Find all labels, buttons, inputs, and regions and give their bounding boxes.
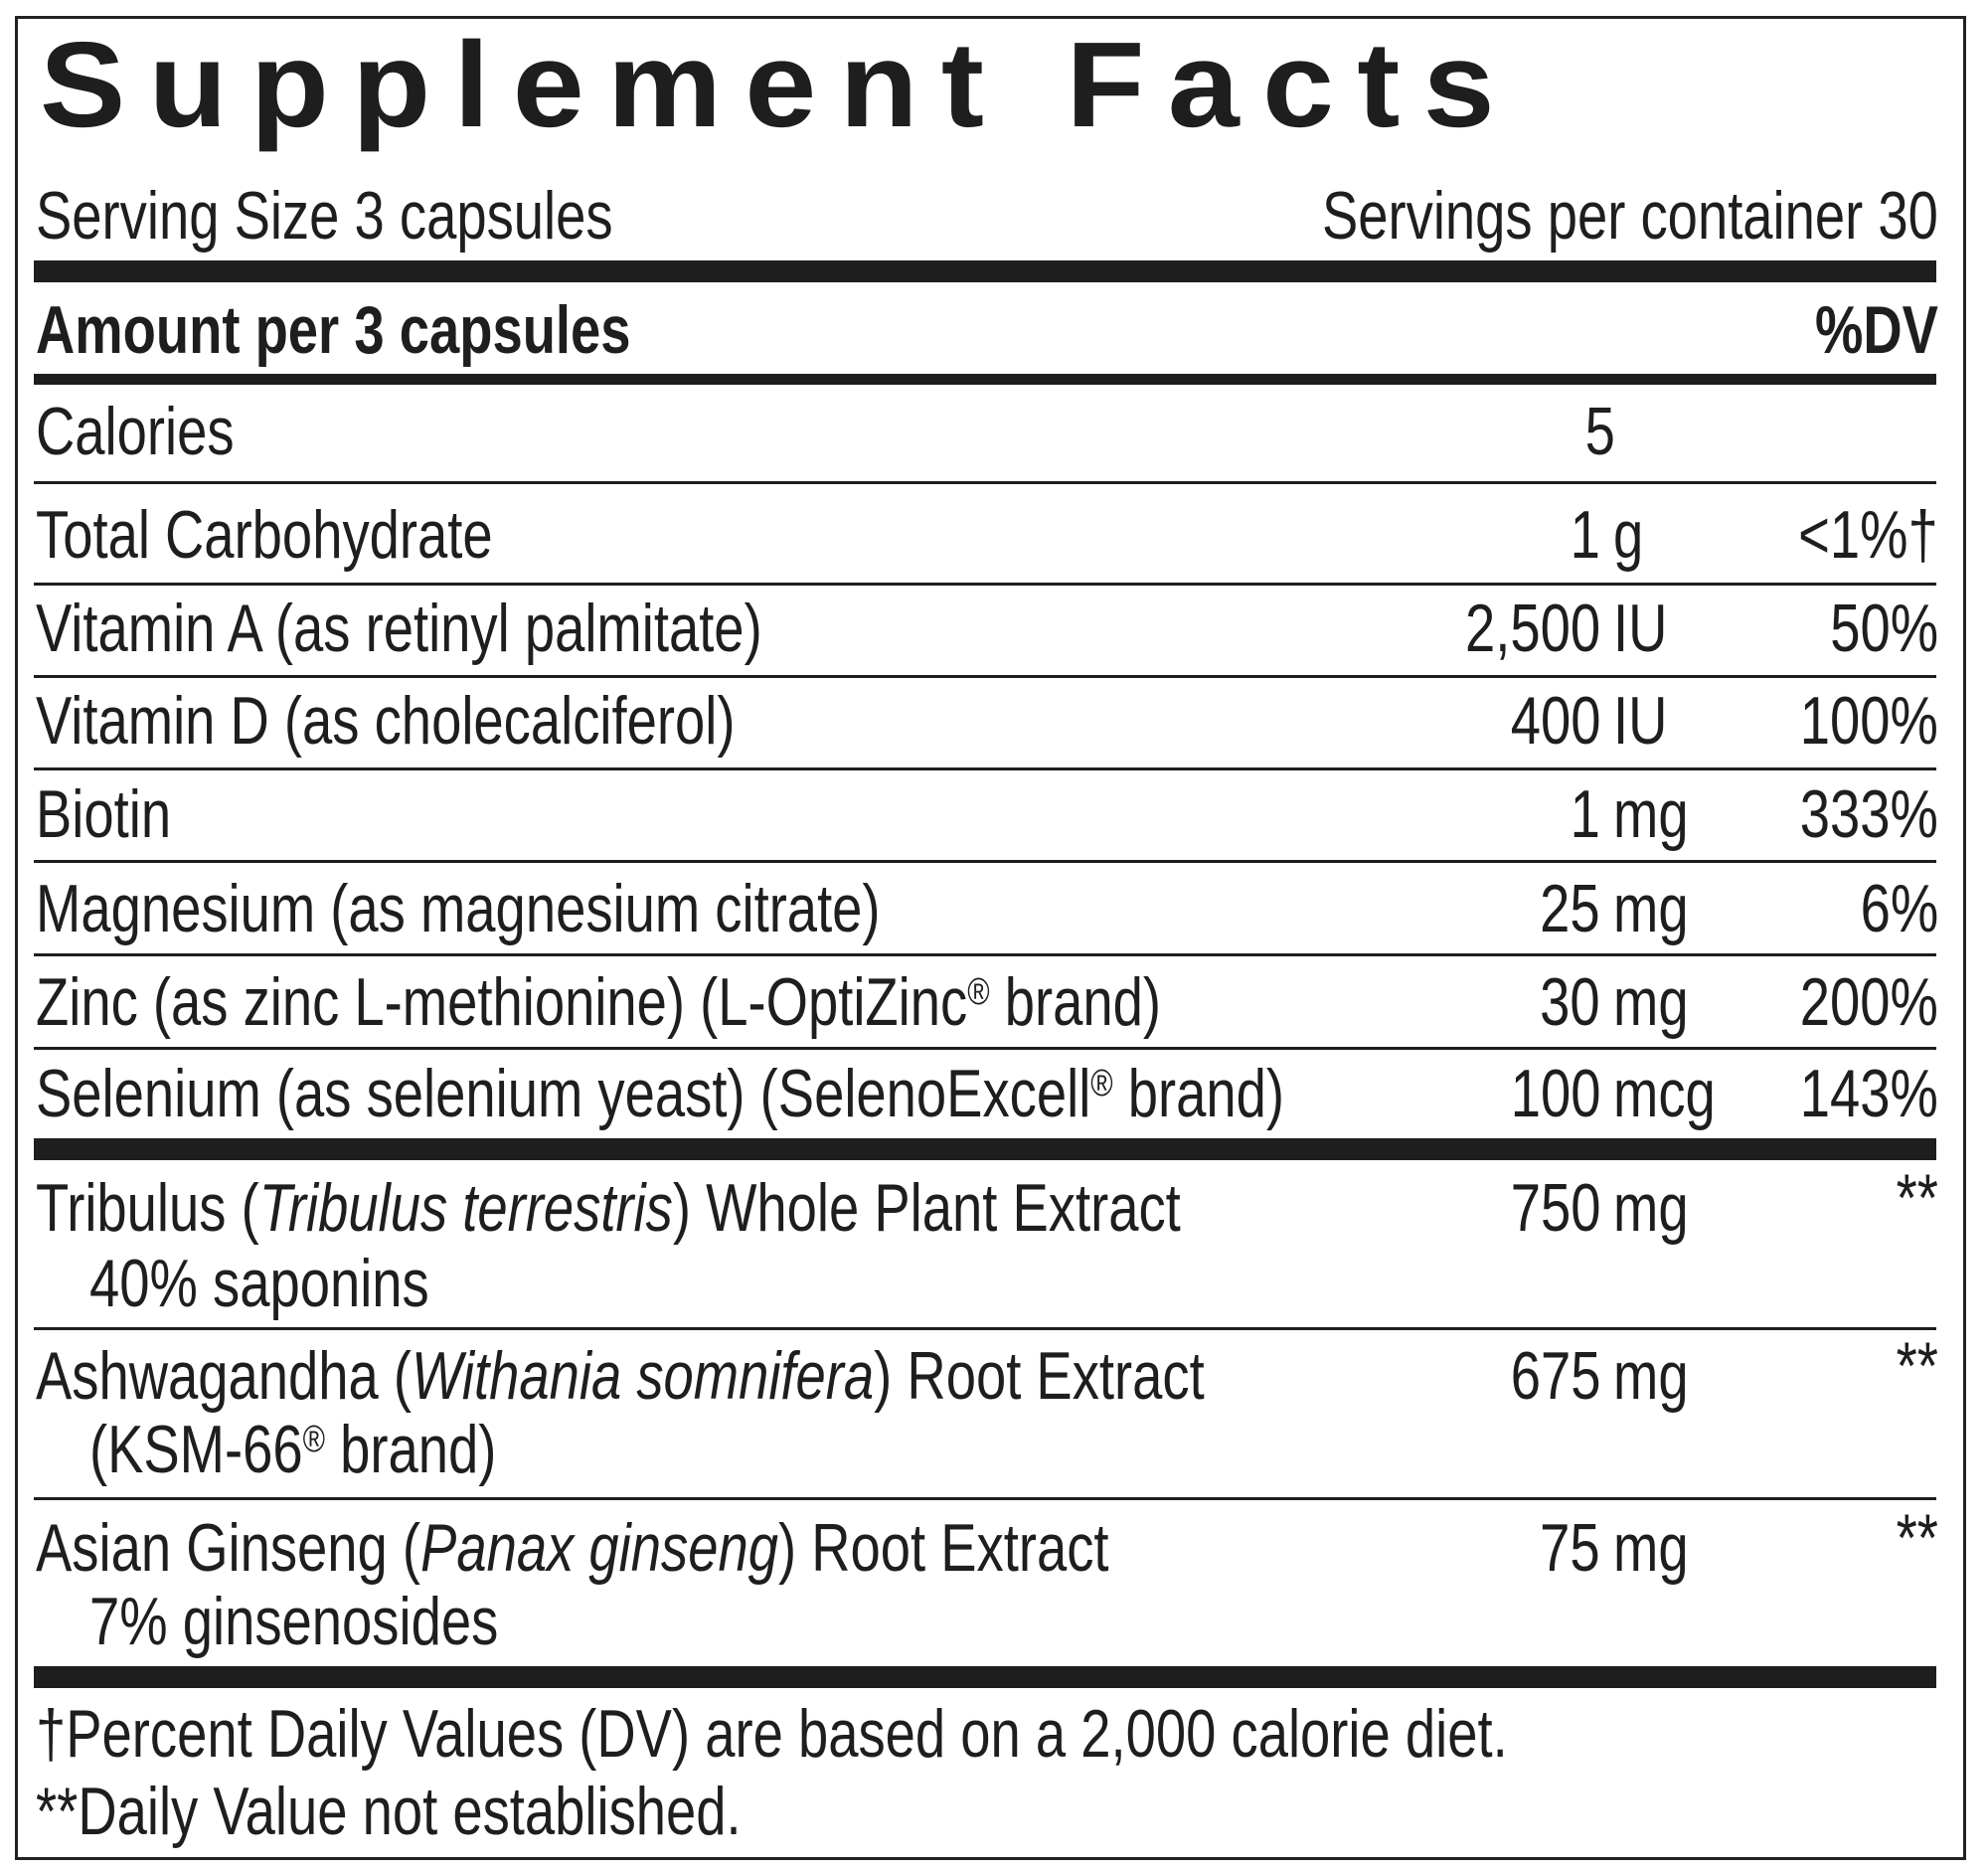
divider-thin (34, 767, 1936, 770)
nutrient-dv: 100% (1799, 683, 1938, 759)
nutrient-name: Magnesium (as magnesium citrate) (36, 871, 881, 946)
amount-header: Amount per 3 capsules (36, 292, 631, 368)
herb-amount: 750 (1510, 1170, 1600, 1246)
footnote-dv: †Percent Daily Values (DV) are based on … (36, 1696, 1508, 1772)
herb-amount: 75 (1540, 1510, 1600, 1586)
dv-header: %DV (1815, 292, 1938, 368)
nutrient-name: Biotin (36, 776, 172, 852)
nutrient-amount: 25 (1540, 871, 1600, 946)
herb-dv: ** (1896, 1500, 1938, 1576)
herb-amount: 675 (1510, 1338, 1600, 1414)
herb-detail: 40% saponins (89, 1246, 429, 1321)
nutrient-unit: mg (1613, 776, 1689, 852)
nutrient-amount: 30 (1540, 964, 1600, 1040)
divider-thick (34, 1666, 1936, 1688)
divider-thin (34, 583, 1936, 586)
nutrient-unit: g (1613, 497, 1644, 573)
nutrient-dv: 6% (1860, 871, 1938, 946)
divider-thick (34, 1138, 1936, 1160)
divider-thin (34, 481, 1936, 484)
nutrient-unit: IU (1613, 683, 1668, 759)
nutrient-unit: mcg (1613, 1056, 1716, 1131)
nutrient-name: Zinc (as zinc L-methionine) (L-OptiZinc®… (36, 964, 1161, 1040)
nutrient-name: Calories (36, 394, 235, 469)
divider-thin (34, 1047, 1936, 1050)
supplement-facts-panel (15, 16, 1966, 1860)
divider-thin (34, 1497, 1936, 1500)
herb-unit: mg (1613, 1510, 1689, 1586)
nutrient-dv: <1%† (1798, 497, 1938, 573)
nutrient-amount: 1 (1570, 497, 1600, 573)
footnote-not-established: **Daily Value not established. (36, 1774, 742, 1849)
herb-name: Ashwagandha (Withania somnifera) Root Ex… (36, 1338, 1205, 1414)
herb-dv: ** (1896, 1160, 1938, 1236)
herb-dv: ** (1896, 1328, 1938, 1404)
panel-title: Supplement Facts (40, 17, 1518, 152)
divider-thin (34, 1327, 1936, 1330)
nutrient-name: Total Carbohydrate (36, 497, 493, 573)
nutrient-amount: 400 (1510, 683, 1600, 759)
nutrient-unit: IU (1613, 591, 1668, 666)
divider-medium (34, 374, 1936, 385)
nutrient-amount: 100 (1510, 1056, 1600, 1131)
nutrient-name: Vitamin A (as retinyl palmitate) (36, 591, 762, 666)
herb-unit: mg (1613, 1170, 1689, 1246)
nutrient-amount: 2,500 (1464, 591, 1600, 666)
nutrient-unit: mg (1613, 964, 1689, 1040)
herb-unit: mg (1613, 1338, 1689, 1414)
herb-detail: (KSM-66® brand) (89, 1412, 497, 1487)
herb-name: Tribulus (Tribulus terrestris) Whole Pla… (36, 1170, 1181, 1246)
divider-thick (34, 260, 1936, 282)
nutrient-dv: 333% (1799, 776, 1938, 852)
divider-thin (34, 953, 1936, 956)
nutrient-name: Vitamin D (as cholecalciferol) (36, 683, 736, 759)
nutrient-dv: 200% (1799, 964, 1938, 1040)
nutrient-name: Selenium (as selenium yeast) (SelenoExce… (36, 1056, 1285, 1131)
herb-name: Asian Ginseng (Panax ginseng) Root Extra… (36, 1510, 1109, 1586)
nutrient-dv: 143% (1799, 1056, 1938, 1131)
nutrient-dv: 50% (1830, 591, 1938, 666)
divider-thin (34, 675, 1936, 678)
serving-size: Serving Size 3 capsules (36, 178, 613, 254)
servings-per-container: Servings per container 30 (1322, 178, 1938, 254)
nutrient-unit: mg (1613, 871, 1689, 946)
nutrient-amount: 1 (1570, 776, 1600, 852)
divider-thin (34, 860, 1936, 863)
nutrient-amount: 5 (1584, 394, 1615, 469)
herb-detail: 7% ginsenosides (89, 1584, 499, 1659)
